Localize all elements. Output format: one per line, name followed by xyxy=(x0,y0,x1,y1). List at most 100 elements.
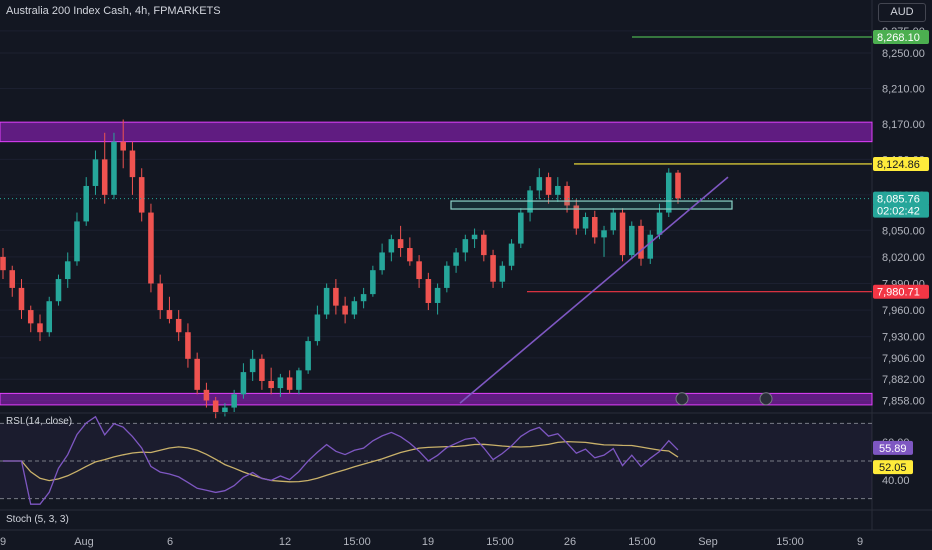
candle-body xyxy=(314,314,321,342)
time-axis-label: 15:00 xyxy=(776,536,804,548)
price-tick-label: 7,882.00 xyxy=(882,374,925,386)
candle-body xyxy=(351,301,358,315)
bar-countdown-tag-bg xyxy=(873,203,929,218)
candle-body xyxy=(323,287,330,315)
candle-body xyxy=(665,172,672,213)
candle-body xyxy=(185,332,191,359)
time-axis-label: 15:00 xyxy=(628,536,656,548)
candle-body xyxy=(231,394,237,408)
candle-body xyxy=(175,318,182,333)
resistance-price-tag-bg xyxy=(873,156,929,171)
candle-body xyxy=(212,400,219,412)
support-price-tag: 7,980.71 xyxy=(877,287,920,299)
candle-body xyxy=(18,287,25,311)
earnings-marker xyxy=(759,392,773,406)
price-tick-label: 8,170.00 xyxy=(882,119,925,131)
time-axis-label: 9 xyxy=(857,536,863,548)
candle-body xyxy=(675,172,681,199)
candle-body xyxy=(388,239,395,253)
candle-body xyxy=(0,256,6,271)
candle-body xyxy=(37,323,43,333)
last-price-tag-bg xyxy=(873,191,929,206)
candle-body xyxy=(453,252,459,266)
resistance-price-tag: 8,124.86 xyxy=(877,159,920,171)
candle-body xyxy=(259,358,265,381)
candle-body xyxy=(157,283,163,311)
price-tick-label: 7,960.00 xyxy=(882,305,925,317)
candle-body xyxy=(277,377,284,389)
candle-body xyxy=(601,230,607,238)
trend-line xyxy=(459,176,729,404)
rsi-value-tag: 55.89 xyxy=(879,443,907,455)
event-marker xyxy=(675,392,689,406)
candle-body xyxy=(286,377,293,390)
candle-body xyxy=(249,358,256,373)
candle-body xyxy=(647,234,654,259)
rsi-ma-value-tag: 52.05 xyxy=(879,462,907,474)
candle-body xyxy=(379,252,385,271)
time-axis-label: 6 xyxy=(167,536,173,548)
candle-body xyxy=(490,255,496,282)
candle-body xyxy=(240,372,247,395)
price-tick-label: 8,210.00 xyxy=(882,83,925,95)
candle-body xyxy=(444,265,450,288)
candle-body xyxy=(545,177,552,195)
rsi-tick-label: 40.00 xyxy=(882,475,910,487)
candle-body xyxy=(397,239,404,249)
candle-body xyxy=(101,159,108,195)
candle-body xyxy=(518,212,524,244)
stoch-label: Stoch (5, 3, 3) xyxy=(6,514,69,525)
candle-body xyxy=(536,177,543,191)
rsi-value-tag-bg xyxy=(873,440,913,455)
candle-body xyxy=(592,217,598,238)
candle-body xyxy=(166,310,173,319)
candle-body xyxy=(222,407,228,412)
time-axis-label: 15:00 xyxy=(486,536,514,548)
candle-body xyxy=(471,234,478,240)
candle-body xyxy=(268,380,274,389)
time-axis-label: Aug xyxy=(74,536,94,548)
price-tick-label: 7,906.00 xyxy=(882,353,925,365)
bar-countdown-tag: 02:02:42 xyxy=(877,206,920,218)
time-axis-label: 15:00 xyxy=(343,536,371,548)
lower-demand-zone xyxy=(0,392,873,406)
candle-body xyxy=(27,310,34,324)
candle-body xyxy=(148,212,154,284)
time-axis-label: 19 xyxy=(422,536,434,548)
price-scale-background xyxy=(872,0,932,550)
candle-body xyxy=(370,270,376,295)
candle-body xyxy=(638,225,644,259)
candle-body xyxy=(416,261,422,280)
candle-body xyxy=(434,287,441,303)
candle-body xyxy=(573,205,580,229)
candle-body xyxy=(499,265,506,282)
target-price-tag-bg xyxy=(873,29,929,44)
candle-body xyxy=(564,185,570,206)
candle-body xyxy=(619,212,626,256)
time-axis-label: 12 xyxy=(279,536,291,548)
candle-body xyxy=(46,301,53,333)
candle-body xyxy=(129,150,136,178)
candle-body xyxy=(425,279,432,303)
target-price-tag: 8,268.10 xyxy=(877,32,920,44)
candle-body xyxy=(194,358,200,390)
upper-supply-zone xyxy=(0,121,873,143)
candle-body xyxy=(333,287,339,306)
currency-button[interactable]: AUD xyxy=(878,3,926,22)
candle-body xyxy=(555,185,561,195)
candle-body xyxy=(462,239,469,253)
rsi-line xyxy=(3,415,679,505)
consolidation-box xyxy=(450,200,733,210)
candle-body xyxy=(9,270,16,288)
candle-body xyxy=(111,141,117,195)
candle-body xyxy=(64,261,71,280)
candle-body xyxy=(508,243,515,266)
candle-body xyxy=(92,159,99,186)
price-tick-label: 7,858.00 xyxy=(882,395,925,407)
time-axis-label: 9 xyxy=(0,536,6,548)
candle-body xyxy=(610,212,617,231)
candle-body xyxy=(628,225,635,256)
candle-body xyxy=(407,248,413,262)
candle-body xyxy=(656,212,663,235)
